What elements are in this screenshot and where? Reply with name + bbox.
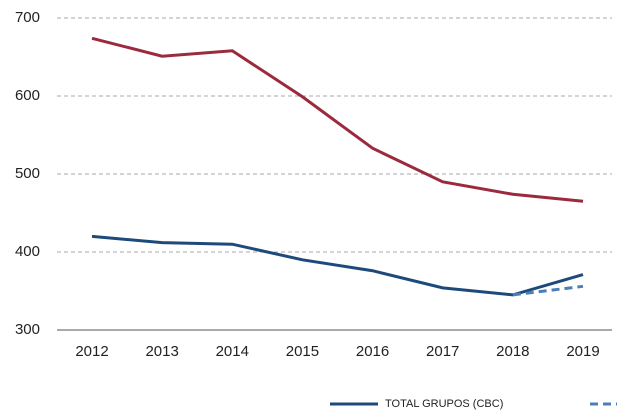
- x-tick-label: 2017: [426, 343, 459, 360]
- series-line: [91, 234, 584, 297]
- x-tick-label: 2015: [286, 343, 319, 360]
- x-tick-label: 2013: [145, 343, 178, 360]
- x-tick-label: 2012: [75, 343, 108, 360]
- series-line: [512, 284, 584, 297]
- y-tick-label: 400: [15, 243, 40, 260]
- x-tick-label: 2018: [496, 343, 529, 360]
- y-tick-label: 500: [15, 165, 40, 182]
- y-tick-label: 700: [15, 9, 40, 26]
- y-tick-label: 300: [15, 321, 40, 338]
- legend-label: TOTAL GRUPOS (CBC): [385, 398, 503, 410]
- x-tick-label: 2014: [216, 343, 249, 360]
- series-line: [91, 36, 584, 203]
- x-tick-label: 2016: [356, 343, 389, 360]
- x-tick-label: 2019: [566, 343, 599, 360]
- y-tick-label: 600: [15, 87, 40, 104]
